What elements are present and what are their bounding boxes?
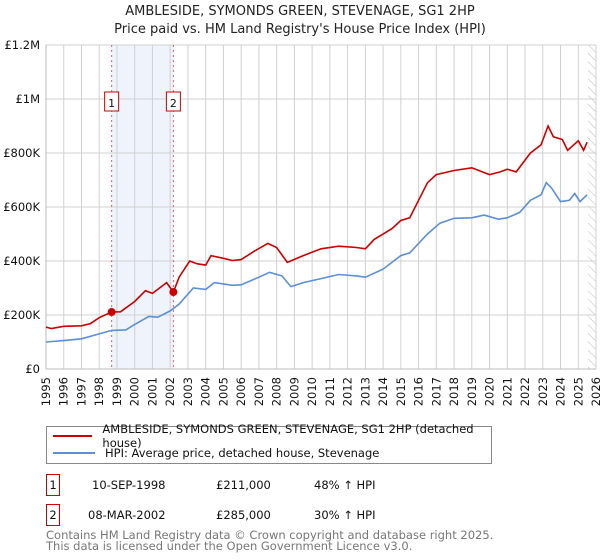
sale-delta: 48% ↑ HPI xyxy=(314,478,376,492)
y-tick-label: £1.2M xyxy=(4,38,40,52)
chart-title: AMBLESIDE, SYMONDS GREEN, STEVENAGE, SG1… xyxy=(125,4,475,19)
x-tick-label: 2024 xyxy=(554,377,568,406)
y-tick-label: £400K xyxy=(3,254,40,268)
x-tick-label: 2000 xyxy=(128,377,142,406)
legend-item-property: AMBLESIDE, SYMONDS GREEN, STEVENAGE, SG1… xyxy=(53,422,491,450)
footer-copyright: Contains HM Land Registry data © Crown c… xyxy=(46,528,494,542)
property-series-line xyxy=(45,123,588,330)
x-tick-label: 1996 xyxy=(57,377,71,406)
sale-label-box xyxy=(104,91,120,112)
x-tick-label: 2002 xyxy=(163,377,177,406)
y-tick-label: £600K xyxy=(3,200,40,214)
x-tick-label: 1995 xyxy=(39,377,53,406)
legend-item-hpi: HPI: Average price, detached house, Stev… xyxy=(53,445,379,461)
sale-label: 2 xyxy=(170,97,177,110)
sale-date: 08-MAR-2002 xyxy=(88,508,166,522)
x-tick-label: 2010 xyxy=(305,377,319,406)
sale-price: £285,000 xyxy=(216,508,271,522)
price-chart: 1995 1996 1997 1998 1999 2000 2001 2002 2003 2004… xyxy=(3,38,600,406)
sale-badge: 1 xyxy=(46,474,60,496)
legend-swatch-red xyxy=(53,435,93,437)
legend-label-hpi: HPI: Average price, detached house, Stev… xyxy=(105,446,380,460)
y-tick-label: £1M xyxy=(15,92,40,106)
sale-date: 10-SEP-1998 xyxy=(92,478,166,492)
y-tick-label: £200K xyxy=(3,308,40,322)
x-tick-label: 2015 xyxy=(394,377,408,406)
x-tick-label: 2009 xyxy=(287,377,301,406)
x-tick-label: 2022 xyxy=(518,377,532,406)
x-tick-label: 1998 xyxy=(92,377,106,406)
sale-price: £211,000 xyxy=(216,478,271,492)
legend: AMBLESIDE, SYMONDS GREEN, STEVENAGE, SG1… xyxy=(46,422,492,464)
x-tick-label: 2017 xyxy=(429,377,443,406)
x-tick-label: 2013 xyxy=(358,377,372,406)
x-tick-label: 2004 xyxy=(199,377,213,406)
x-tick-label: 2021 xyxy=(500,377,514,406)
x-tick-label: 2019 xyxy=(465,377,479,406)
sale-point xyxy=(169,288,178,297)
legend-label-property: AMBLESIDE, SYMONDS GREEN, STEVENAGE, SG1… xyxy=(102,422,474,450)
legend-swatch-blue xyxy=(53,452,95,454)
sale-point xyxy=(107,308,116,317)
x-tick-label: 2006 xyxy=(234,377,248,406)
x-tick-label: 2025 xyxy=(571,377,585,406)
hpi-series-line xyxy=(45,181,588,343)
x-tick-label: 2001 xyxy=(145,377,159,406)
x-tick-label: 2007 xyxy=(252,377,266,406)
x-tick-label: 2026 xyxy=(589,377,600,406)
x-tick-label: 2005 xyxy=(216,377,230,406)
x-tick-label: 2016 xyxy=(412,377,426,406)
x-tick-label: 2011 xyxy=(323,377,337,406)
x-tick-label: 2020 xyxy=(483,377,497,406)
x-tick-label: 2008 xyxy=(270,377,284,406)
sale-label: 1 xyxy=(108,97,115,110)
x-tick-label: 2003 xyxy=(181,377,195,406)
y-tick-label: £800K xyxy=(3,146,40,160)
sale-delta: 30% ↑ HPI xyxy=(314,508,376,522)
x-tick-label: 1999 xyxy=(110,377,124,406)
x-tick-label: 2014 xyxy=(376,377,390,406)
footer-licence: This data is licensed under the Open Gov… xyxy=(46,539,413,553)
sale-badge: 2 xyxy=(46,504,60,526)
y-tick-label: £0 xyxy=(25,362,40,376)
x-tick-label: 1997 xyxy=(74,377,88,406)
x-tick-label: 2023 xyxy=(536,377,550,406)
chart-subtitle: Price paid vs. HM Land Registry's House … xyxy=(114,22,486,37)
sale-label-box xyxy=(165,91,181,112)
x-tick-label: 2012 xyxy=(341,377,355,406)
x-tick-label: 2018 xyxy=(447,377,461,406)
